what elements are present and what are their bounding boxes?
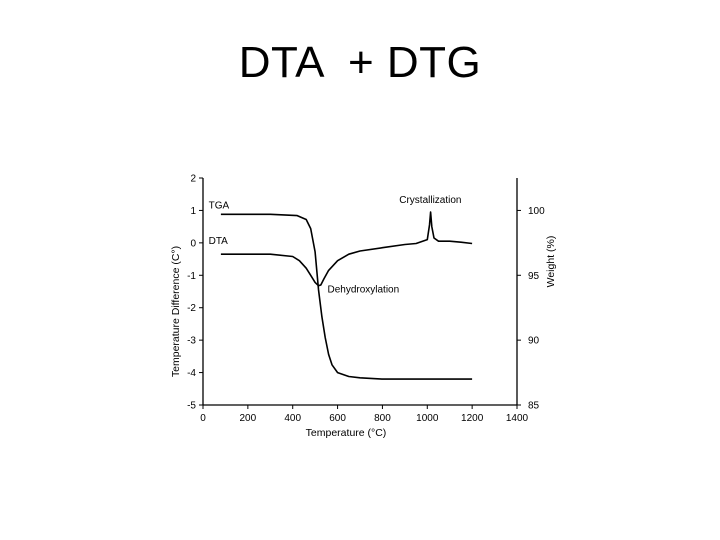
series-tga-line [220, 213, 473, 380]
y-tick-label: -1 [187, 271, 196, 282]
dta-label: DTA [209, 236, 229, 247]
x-tick-label: 1400 [506, 413, 529, 424]
labels-layer: Temperature (°C) Temperature Difference (… [170, 195, 557, 439]
y2-axis-title: Weight (%) [545, 236, 557, 288]
y-tick-label: -5 [187, 401, 196, 412]
x-tick-label: 1200 [461, 413, 484, 424]
x-tick-label: 400 [284, 413, 301, 424]
dehydroxylation-annotation: Dehydroxylation [327, 284, 399, 295]
y2-tick-label: 85 [528, 401, 540, 412]
series-layer [220, 211, 473, 380]
x-tick-label: 1000 [416, 413, 439, 424]
y-tick-label: 1 [190, 206, 196, 217]
y2-tick-label: 100 [528, 206, 545, 217]
slide-title: DTA + DTG [238, 38, 482, 87]
y-tick-label: -3 [187, 336, 196, 347]
y-tick-label: 2 [190, 174, 196, 185]
crystallization-annotation: Crystallization [399, 195, 461, 206]
x-tick-label: 0 [200, 413, 206, 424]
y2-tick-label: 90 [528, 336, 540, 347]
x-tick-label: 800 [374, 413, 391, 424]
y-axis-title: Temperature Difference (C°) [170, 246, 182, 377]
tga-label: TGA [209, 200, 230, 211]
x-tick-label: 600 [329, 413, 346, 424]
y-tick-label: -4 [187, 368, 196, 379]
y2-tick-label: 95 [528, 271, 540, 282]
axes-layer: 0 200 400 600 800 1000 1200 1400 2 1 0 -1 -2 -3 -4 -5 10… [187, 174, 545, 425]
x-axis-title: Temperature (°C) [306, 427, 387, 439]
series-dta-line [220, 211, 473, 287]
y-tick-label: -2 [187, 303, 196, 314]
y-tick-label: 0 [190, 238, 196, 249]
x-tick-label: 200 [240, 413, 257, 424]
